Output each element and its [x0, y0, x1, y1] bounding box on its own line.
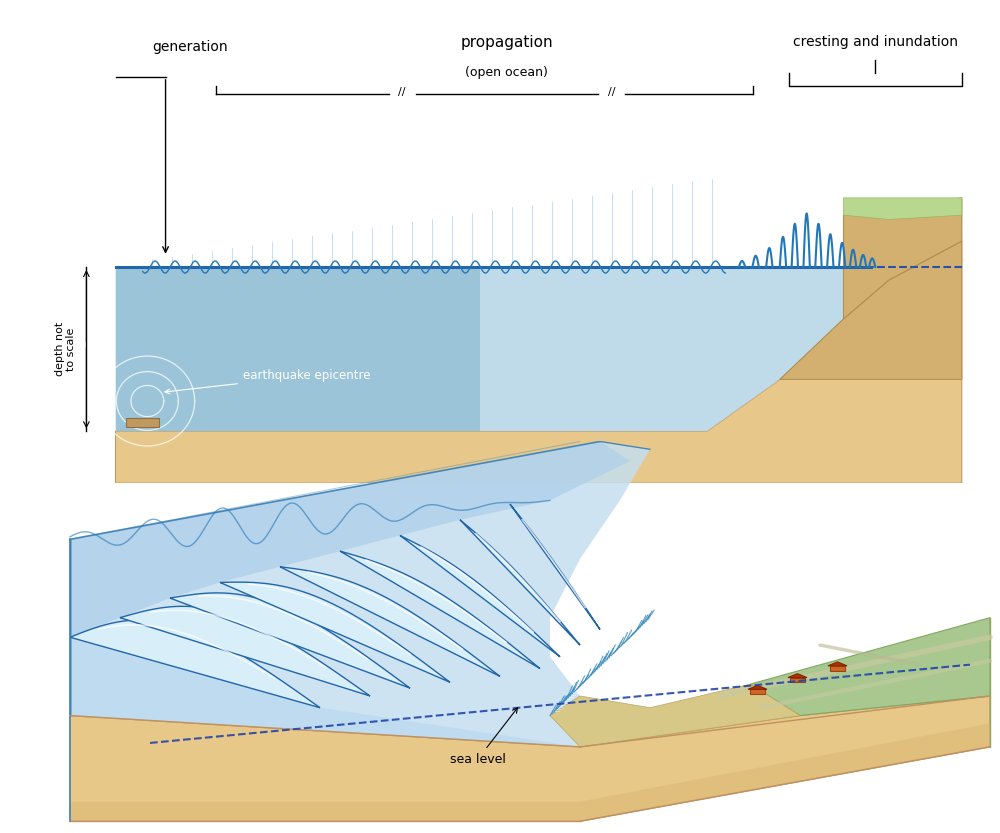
Polygon shape	[828, 662, 847, 666]
Polygon shape	[750, 690, 765, 694]
Polygon shape	[70, 696, 990, 821]
Polygon shape	[126, 418, 159, 427]
Polygon shape	[70, 620, 320, 708]
Text: cresting and inundation: cresting and inundation	[793, 35, 958, 49]
Polygon shape	[70, 441, 630, 637]
Polygon shape	[830, 666, 845, 671]
Polygon shape	[70, 637, 580, 747]
Text: //: //	[608, 87, 615, 97]
Polygon shape	[790, 677, 805, 682]
Polygon shape	[510, 504, 600, 630]
Text: depth not
to scale: depth not to scale	[55, 322, 76, 377]
Polygon shape	[788, 674, 807, 677]
Polygon shape	[70, 441, 650, 747]
Polygon shape	[748, 686, 767, 690]
Polygon shape	[780, 241, 962, 379]
Text: sea level: sea level	[450, 708, 518, 766]
Polygon shape	[750, 618, 990, 716]
Polygon shape	[116, 267, 480, 431]
Text: generation: generation	[152, 40, 228, 53]
Polygon shape	[70, 723, 990, 821]
Polygon shape	[844, 198, 962, 319]
Polygon shape	[280, 566, 500, 676]
Text: (open ocean): (open ocean)	[465, 66, 548, 79]
Polygon shape	[340, 551, 540, 669]
Polygon shape	[550, 684, 800, 747]
Polygon shape	[116, 267, 962, 431]
Polygon shape	[400, 536, 560, 656]
Polygon shape	[844, 198, 962, 319]
Polygon shape	[220, 582, 450, 682]
Text: propagation: propagation	[460, 35, 553, 50]
Text: earthquake epicentre: earthquake epicentre	[165, 369, 370, 394]
Polygon shape	[120, 606, 370, 696]
Polygon shape	[844, 198, 962, 219]
Text: //: //	[398, 87, 406, 97]
Polygon shape	[460, 520, 580, 645]
Polygon shape	[116, 241, 962, 483]
Polygon shape	[170, 593, 410, 688]
